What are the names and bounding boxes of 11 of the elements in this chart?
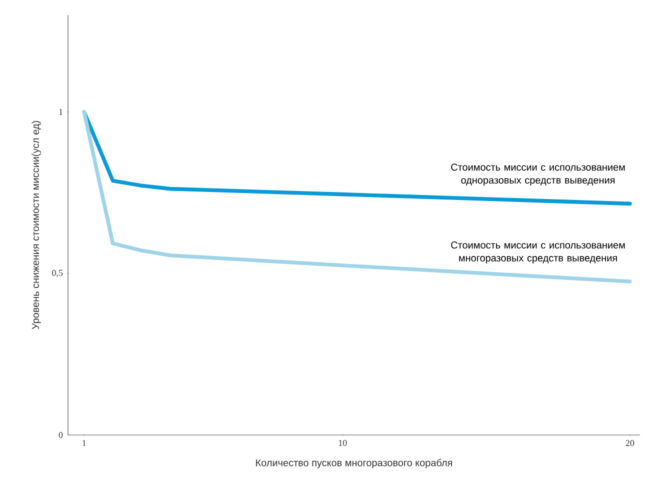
line-series: [82, 110, 632, 284]
y-tick-label: 1: [59, 108, 62, 115]
y-tick-label: 0: [58, 432, 63, 438]
series-label: Стоимость миссии с использованием многоразовых средств выведения: [451, 242, 625, 264]
x-axis-title: Количество пусков многоразового корабля: [256, 458, 452, 468]
y-tick-label: 0,5: [52, 270, 63, 278]
y-axis-title: Уровень снижения стоимости миссии(усл ед): [32, 121, 41, 330]
x-tick-label: 20: [626, 440, 634, 446]
series-label: Стоимость миссии с использованием одноразовых средств выведения: [451, 164, 625, 186]
x-tick-label: 10: [338, 440, 347, 446]
x-tick-label: 1: [82, 440, 86, 446]
